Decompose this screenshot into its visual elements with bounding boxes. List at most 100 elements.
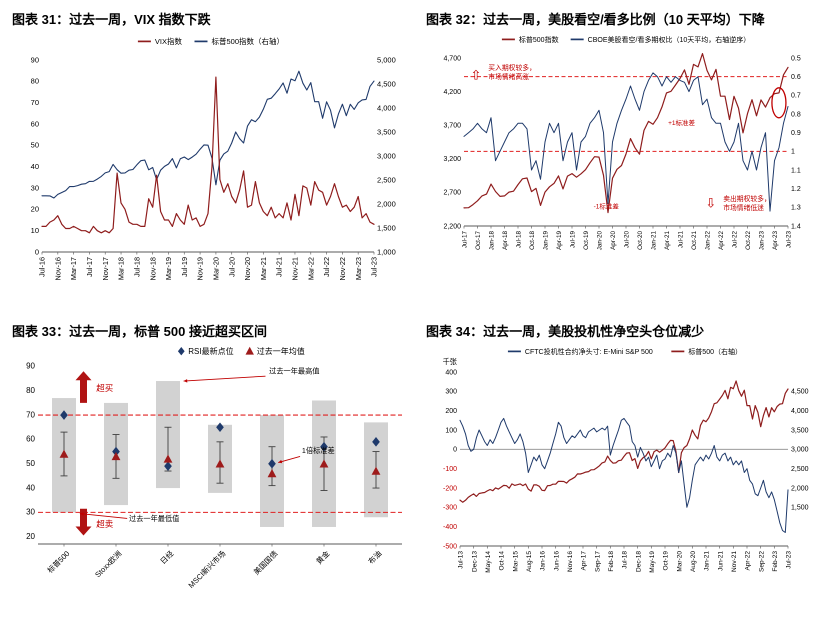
left-axis-tick: 20	[26, 532, 35, 541]
right-axis-tick: 4,500	[377, 79, 396, 88]
cftc-net-position-line	[459, 417, 789, 533]
right-axis-tick: 5,000	[377, 55, 396, 64]
x-axis-label: Oct-20	[637, 230, 644, 249]
annotation-arrowhead	[278, 459, 283, 463]
block-arrow-icon: ⇧	[470, 67, 481, 82]
annotation-leader	[278, 455, 301, 463]
right-axis-tick: 4,500	[791, 388, 809, 395]
x-axis-label: 美国国债	[251, 547, 280, 576]
annotation-text: 过去一年最高值	[269, 366, 319, 375]
rsi-chart-svg: RSI最新点位 过去一年均值 20 30 40 50 60 70 80 90 标普500 Stoxx欧…	[26, 346, 402, 589]
vix-line	[41, 75, 375, 233]
x-axis-label: Feb-18	[608, 550, 615, 571]
annotation-text: 超买	[96, 382, 113, 392]
x-axis-label: 日经	[158, 547, 176, 565]
x-axis-label: Oct-14	[499, 550, 506, 570]
x-axis-label: Jul-17	[462, 230, 469, 248]
right-axis-tick: 4,000	[377, 103, 396, 112]
x-axis-label: Stoxx欧洲	[92, 548, 123, 579]
right-axis-tick: 1	[791, 148, 795, 155]
x-axis-label: Jan-18	[489, 230, 496, 250]
x-axis-label: Jul-23	[370, 257, 379, 277]
x-axis-label: Nov-16	[567, 550, 574, 571]
x-axis-label: Mar-15	[512, 550, 519, 571]
x-axis-label: Nov-16	[53, 257, 62, 281]
right-axis-tick: 3,000	[791, 446, 809, 453]
right-axis-tick: 1,000	[377, 247, 396, 256]
right-axis-tick: 1,500	[791, 504, 809, 511]
x-axis-label: Jun-21	[717, 550, 724, 570]
annotation-text: 买入期权较多，	[488, 63, 536, 72]
x-axis-label: Apr-21	[664, 230, 671, 249]
x-axis-label: Nov-18	[148, 257, 157, 281]
left-axis-tick: 2,700	[443, 189, 461, 196]
left-axis-tick: 300	[445, 388, 457, 395]
right-axis-tick: 3,500	[791, 427, 809, 434]
x-axis-label: Jul-19	[570, 230, 577, 248]
right-axis-tick: 2,000	[791, 485, 809, 492]
left-axis-tick: -200	[443, 485, 457, 492]
right-axis-tick: 0.8	[791, 111, 801, 118]
legend-label: CFTC投机性合约净头寸: E-Mini S&P 500	[525, 347, 653, 356]
avg-1y-triangle	[319, 458, 329, 467]
annotation-text: 1倍标准差	[302, 445, 335, 454]
x-axis-label: Aug-20	[690, 550, 697, 571]
x-axis-label: May-14	[485, 550, 492, 572]
left-axis-tick: -100	[443, 465, 457, 472]
x-axis-label: Nov-17	[101, 257, 110, 281]
rsi-latest-diamond	[164, 460, 172, 471]
chart33-panel: 图表 33：过去一周，标普 500 接近超买区间 RSI最新点位 过去一年均值 20…	[12, 320, 410, 617]
x-axis-label: Oct-17	[475, 230, 482, 249]
rsi-latest-diamond	[320, 441, 328, 452]
x-axis-label: Nov-21	[731, 550, 738, 571]
annotation-text: -1标准差	[594, 201, 620, 210]
left-axis-tick: 30	[31, 183, 39, 192]
cftc-chart-svg: CFTC投机性合约净头寸: E-Mini S&P 500 标普500（右轴） 千张 4…	[443, 347, 809, 573]
left-axis-tick: -400	[443, 523, 457, 530]
x-axis-label: Mar-22	[306, 257, 315, 280]
x-axis-label: Jul-17	[85, 257, 94, 277]
chart31-title: 图表 31：过去一周，VIX 指数下跌	[12, 12, 211, 27]
left-axis-tick: 4,700	[443, 55, 461, 62]
right-axis-tick: 2,000	[377, 199, 396, 208]
x-axis-label: Jul-22	[322, 257, 331, 277]
vix-chart-svg: VIX指数 标普500指数（右轴） 0 10 20 30 40 50 60 70 80 90 1,000…	[31, 36, 396, 281]
legend-label: 标普500指数（右轴）	[212, 36, 285, 46]
chart32-title: 图表 32：过去一周，美股看空/看多比例（10 天平均）下降	[426, 12, 765, 27]
left-axis-tick: 80	[26, 386, 35, 395]
x-axis-label: Mar-18	[117, 257, 126, 280]
annotation-text: 超卖	[96, 518, 114, 528]
x-axis-label: Jul-19	[180, 257, 189, 277]
x-axis-label: Apr-18	[502, 230, 509, 249]
left-axis-tick: 30	[26, 507, 35, 516]
x-axis-label: Jul-20	[624, 230, 631, 248]
legend-label: CBOE美股看空/看多期权比（10天平均，右轴逆序）	[588, 35, 751, 44]
x-axis-label: Aug-15	[526, 550, 533, 571]
left-axis-tick: 70	[26, 410, 35, 419]
right-axis-tick: 1.1	[791, 167, 801, 174]
x-axis-label: Nov-19	[196, 257, 205, 281]
axis-unit-label: 千张	[443, 357, 457, 366]
x-axis-label: Feb-23	[772, 550, 779, 571]
x-axis-label: Sep-17	[594, 550, 601, 571]
right-axis-tick: 0.6	[791, 73, 801, 80]
x-axis-label: Dec-13	[471, 550, 478, 571]
left-axis-tick: 3,200	[443, 156, 461, 163]
left-axis-tick: 40	[31, 161, 39, 170]
annotation-leader	[79, 512, 128, 519]
x-axis-label: MSCI新兴市场	[186, 547, 228, 589]
rsi-latest-diamond	[268, 458, 276, 469]
left-axis-tick: 50	[26, 459, 35, 468]
oversold-arrow-icon	[75, 508, 92, 535]
avg-1y-triangle	[267, 468, 277, 477]
x-axis-label: Jul-23	[786, 230, 793, 248]
right-axis-tick: 2,500	[377, 175, 396, 184]
left-axis-tick: 400	[445, 369, 457, 376]
chart31-panel: 图表 31：过去一周，VIX 指数下跌 VIX指数 标普500指数（右轴） 0 10 2…	[12, 8, 410, 320]
avg-1y-triangle	[111, 451, 121, 460]
x-axis-label: Jul-18	[516, 230, 523, 248]
left-axis-tick: 200	[445, 407, 457, 414]
x-axis-label: Oct-19	[663, 550, 670, 570]
x-axis-label: Mar-21	[259, 257, 268, 280]
avg-1y-triangle	[59, 449, 69, 458]
